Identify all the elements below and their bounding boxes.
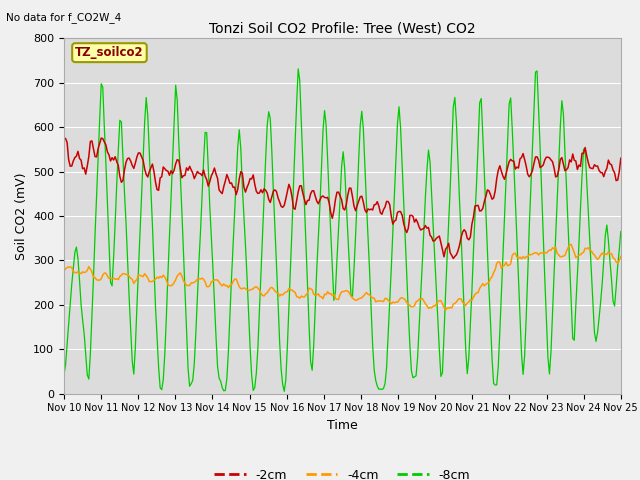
-8cm — [294, 66, 302, 72]
-8cm — [307, 359, 314, 365]
-4cm — [60, 267, 68, 273]
-2cm — [449, 255, 457, 261]
-4cm — [567, 241, 575, 247]
Title: Tonzi Soil CO2 Profile: Tree (West) CO2: Tonzi Soil CO2 Profile: Tree (West) CO2 — [209, 22, 476, 36]
Line: -4cm: -4cm — [64, 244, 621, 310]
-4cm — [254, 285, 262, 291]
Text: TZ_soilco2: TZ_soilco2 — [75, 46, 144, 59]
-2cm — [305, 197, 313, 203]
Y-axis label: Soil CO2 (mV): Soil CO2 (mV) — [15, 172, 28, 260]
-2cm — [228, 180, 236, 186]
-8cm — [280, 388, 288, 394]
-4cm — [244, 288, 252, 293]
-2cm — [255, 190, 263, 196]
-4cm — [617, 253, 625, 259]
Line: -8cm: -8cm — [64, 69, 621, 391]
-2cm — [246, 176, 254, 181]
-8cm — [60, 372, 68, 378]
-8cm — [226, 311, 234, 316]
-4cm — [589, 251, 596, 256]
-4cm — [226, 282, 234, 288]
-2cm — [130, 166, 138, 171]
Line: -2cm: -2cm — [64, 138, 621, 258]
-2cm — [589, 166, 596, 171]
-8cm — [254, 346, 262, 351]
-2cm — [60, 136, 68, 142]
-4cm — [442, 307, 449, 313]
-4cm — [129, 276, 136, 282]
-8cm — [589, 299, 596, 305]
-2cm — [617, 156, 625, 161]
Legend: -2cm, -4cm, -8cm: -2cm, -4cm, -8cm — [209, 464, 476, 480]
-8cm — [244, 309, 252, 315]
-2cm — [97, 135, 105, 141]
-4cm — [303, 290, 311, 296]
Text: No data for f_CO2W_4: No data for f_CO2W_4 — [6, 12, 122, 23]
X-axis label: Time: Time — [327, 419, 358, 432]
-8cm — [129, 359, 136, 364]
-8cm — [617, 229, 625, 235]
